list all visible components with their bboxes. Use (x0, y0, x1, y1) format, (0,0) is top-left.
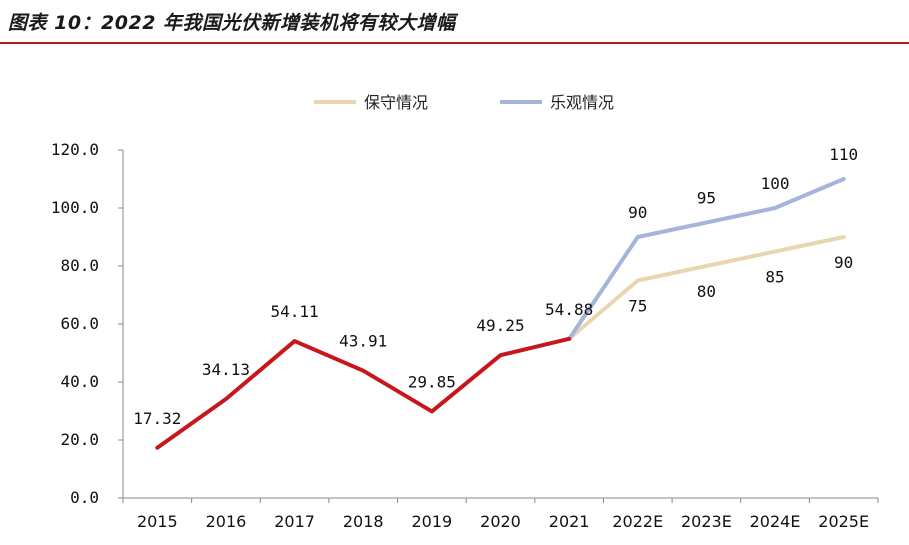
data-label: 110 (829, 145, 858, 164)
data-label: 95 (697, 189, 716, 208)
y-tick-label: 0.0 (70, 488, 99, 507)
x-tick-label: 2024E (750, 512, 801, 531)
y-tick-label: 40.0 (60, 372, 99, 391)
legend-label: 保守情况 (364, 93, 428, 112)
y-tick-label: 100.0 (51, 198, 99, 217)
x-tick-label: 2020 (480, 512, 521, 531)
data-label: 49.25 (476, 316, 524, 335)
y-tick-label: 120.0 (51, 140, 99, 159)
data-label: 100 (761, 174, 790, 193)
data-label: 54.11 (271, 302, 319, 321)
x-tick-label: 2023E (681, 512, 732, 531)
data-label: 90 (628, 203, 647, 222)
data-label: 34.13 (202, 360, 250, 379)
x-tick-label: 2021 (549, 512, 590, 531)
x-tick-label: 2016 (206, 512, 247, 531)
x-tick-label: 2015 (137, 512, 178, 531)
x-tick-label: 2018 (343, 512, 384, 531)
data-label: 80 (697, 282, 716, 301)
y-tick-label: 20.0 (60, 430, 99, 449)
title-divider (0, 42, 909, 44)
figure-title: 图表 10：2022 年我国光伏新增装机将有较大增幅 (8, 12, 456, 34)
series-line-1 (567, 235, 846, 341)
data-label: 85 (765, 268, 784, 287)
series-line-2 (567, 177, 846, 341)
series-line-0 (155, 336, 572, 450)
data-label: 17.32 (133, 409, 181, 428)
x-tick-label: 2019 (412, 512, 453, 531)
data-label: 29.85 (408, 372, 456, 391)
x-tick-label: 2022E (612, 512, 663, 531)
data-label: 54.88 (545, 300, 593, 319)
legend-label: 乐观情况 (550, 93, 614, 112)
y-tick-label: 60.0 (60, 314, 99, 333)
y-tick-label: 80.0 (60, 256, 99, 275)
data-label: 90 (834, 253, 853, 272)
data-label: 75 (628, 297, 647, 316)
x-tick-label: 2025E (818, 512, 869, 531)
data-label: 43.91 (339, 332, 387, 351)
x-tick-label: 2017 (274, 512, 315, 531)
